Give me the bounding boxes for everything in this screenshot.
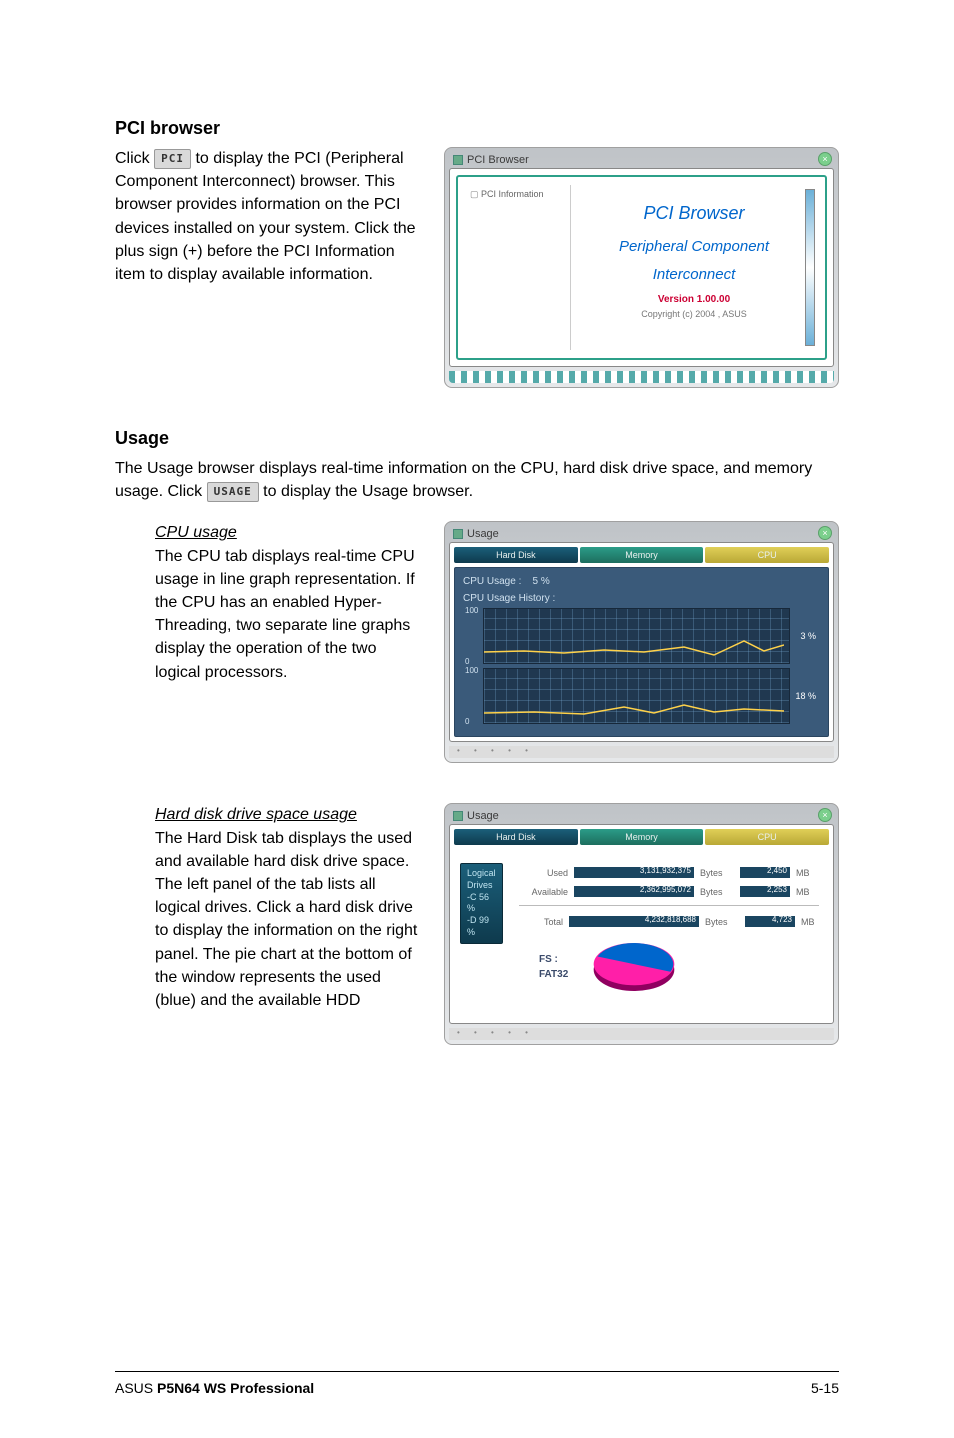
close-icon[interactable]: × bbox=[818, 152, 832, 166]
used-unit: Bytes bbox=[700, 868, 734, 878]
cpu-y-top: 100 bbox=[465, 606, 478, 615]
cpu-body: The CPU tab displays real-time CPU usage… bbox=[155, 548, 415, 681]
used-label: Used bbox=[524, 868, 568, 878]
hdd-window-titlebar: Usage bbox=[449, 808, 834, 824]
used-end: 2,450 bbox=[740, 867, 790, 878]
cpu-history-label: CPU Usage History : bbox=[463, 593, 820, 604]
pci-panel-sub1: Peripheral Component bbox=[577, 238, 811, 256]
avail-label: Available bbox=[524, 887, 568, 897]
usage-intro: The Usage browser displays real-time inf… bbox=[115, 457, 839, 503]
cpu-usage-value: 5 % bbox=[532, 576, 549, 587]
footer-page: 5-15 bbox=[811, 1380, 839, 1396]
app-icon bbox=[453, 155, 463, 165]
hdd-window-title: Usage bbox=[467, 810, 499, 822]
pie-chart bbox=[586, 935, 682, 999]
scrollbar[interactable] bbox=[805, 189, 815, 346]
page-footer: ASUS P5N64 WS Professional 5-15 bbox=[115, 1371, 839, 1396]
cpu-usage-label: CPU Usage : bbox=[463, 576, 521, 587]
app-icon bbox=[453, 811, 463, 821]
cpu-subtitle: CPU usage bbox=[155, 521, 424, 544]
avail-end: 2,253 bbox=[740, 886, 790, 897]
cpu-window-titlebar: Usage bbox=[449, 526, 834, 542]
pie-legend: FS : FAT32 bbox=[539, 952, 568, 982]
total-label: Total bbox=[519, 917, 563, 927]
hdd-drive-header: Logical Drives bbox=[467, 868, 496, 891]
cpu-y-bot2: 0 bbox=[465, 717, 469, 726]
pci-body-post: to display the PCI (Peripheral Component… bbox=[115, 150, 416, 283]
pci-window: PCI Browser × PCI Information PCI Browse… bbox=[444, 147, 839, 388]
pci-body-pre: Click bbox=[115, 150, 154, 167]
pci-window-titlebar: PCI Browser bbox=[449, 152, 834, 168]
footer-brand: ASUS bbox=[115, 1380, 157, 1396]
pci-info-panel: PCI Browser Peripheral Component Interco… bbox=[571, 185, 817, 350]
hdd-window: Usage × Hard Disk Memory CPU Logical Dri… bbox=[444, 803, 839, 1045]
used-u2: MB bbox=[796, 868, 814, 878]
cpu-window: Usage × Hard Disk Memory CPU CPU Usage :… bbox=[444, 521, 839, 763]
tab-cpu[interactable]: CPU bbox=[705, 829, 829, 845]
cpu-window-title: Usage bbox=[467, 528, 499, 540]
total-unit: Bytes bbox=[705, 917, 739, 927]
fs-label: FS : bbox=[539, 954, 558, 965]
hdd-drive-d: -D 99 % bbox=[467, 915, 496, 938]
cpu-y-bot: 0 bbox=[465, 657, 469, 666]
pci-version: Version 1.00.00 bbox=[577, 294, 811, 305]
cpu-pct-1: 3 % bbox=[800, 631, 816, 641]
hdd-info-panel: Used 3,131,932,375 Bytes 2,450 MB Availa… bbox=[509, 849, 829, 1019]
hdd-tabs: Hard Disk Memory CPU bbox=[454, 829, 829, 845]
hdd-text: Hard disk drive space usage The Hard Dis… bbox=[155, 803, 424, 1045]
fs-value: FAT32 bbox=[539, 969, 568, 980]
cpu-graph-1 bbox=[483, 608, 790, 664]
cpu-panel: CPU Usage : 5 % CPU Usage History : 100 … bbox=[454, 567, 829, 737]
pci-heading: PCI browser bbox=[115, 118, 839, 139]
pci-panel-title: PCI Browser bbox=[577, 203, 811, 224]
cpu-graph-2 bbox=[483, 668, 790, 724]
cpu-text: CPU usage The CPU tab displays real-time… bbox=[155, 521, 424, 763]
avail-u2: MB bbox=[796, 887, 814, 897]
tab-cpu[interactable]: CPU bbox=[705, 547, 829, 563]
hdd-drive-c: -C 56 % bbox=[467, 892, 496, 915]
hdd-subtitle: Hard disk drive space usage bbox=[155, 803, 424, 826]
footer-product: P5N64 WS Professional bbox=[157, 1380, 314, 1396]
hdd-body: The Hard Disk tab displays the used and … bbox=[155, 830, 417, 1009]
cpu-y-top2: 100 bbox=[465, 666, 478, 675]
pci-inline-button: PCI bbox=[154, 149, 191, 169]
pci-text: Click PCI to display the PCI (Peripheral… bbox=[115, 147, 424, 388]
usage-intro-post: to display the Usage browser. bbox=[263, 483, 473, 500]
used-bar: 3,131,932,375 bbox=[574, 867, 694, 878]
tab-memory[interactable]: Memory bbox=[580, 547, 704, 563]
pci-tree-item[interactable]: PCI Information bbox=[470, 189, 566, 200]
window-footer-stripes bbox=[449, 371, 834, 383]
pci-window-title: PCI Browser bbox=[467, 154, 529, 166]
cpu-tabs: Hard Disk Memory CPU bbox=[454, 547, 829, 563]
pci-panel-sub2: Interconnect bbox=[577, 266, 811, 284]
avail-bar: 2,362,995,072 bbox=[574, 886, 694, 897]
usage-inline-button: USAGE bbox=[207, 482, 259, 502]
total-end: 4,723 bbox=[745, 916, 795, 927]
tab-harddisk[interactable]: Hard Disk bbox=[454, 547, 578, 563]
hdd-drive-item[interactable]: Logical Drives -C 56 % -D 99 % bbox=[460, 863, 503, 943]
total-bar: 4,232,818,688 bbox=[569, 916, 699, 927]
cpu-pct-2: 18 % bbox=[795, 691, 816, 701]
tab-harddisk[interactable]: Hard Disk bbox=[454, 829, 578, 845]
app-icon bbox=[453, 529, 463, 539]
avail-unit: Bytes bbox=[700, 887, 734, 897]
total-u2: MB bbox=[801, 917, 819, 927]
hdd-drive-list: Logical Drives -C 56 % -D 99 % bbox=[454, 849, 509, 1019]
window-footer-dots: • • • • • bbox=[449, 746, 834, 758]
pci-tree: PCI Information bbox=[466, 185, 571, 350]
usage-heading: Usage bbox=[115, 428, 839, 449]
tab-memory[interactable]: Memory bbox=[580, 829, 704, 845]
pci-copyright: Copyright (c) 2004 , ASUS bbox=[577, 309, 811, 319]
window-footer-dots: • • • • • bbox=[449, 1028, 834, 1040]
